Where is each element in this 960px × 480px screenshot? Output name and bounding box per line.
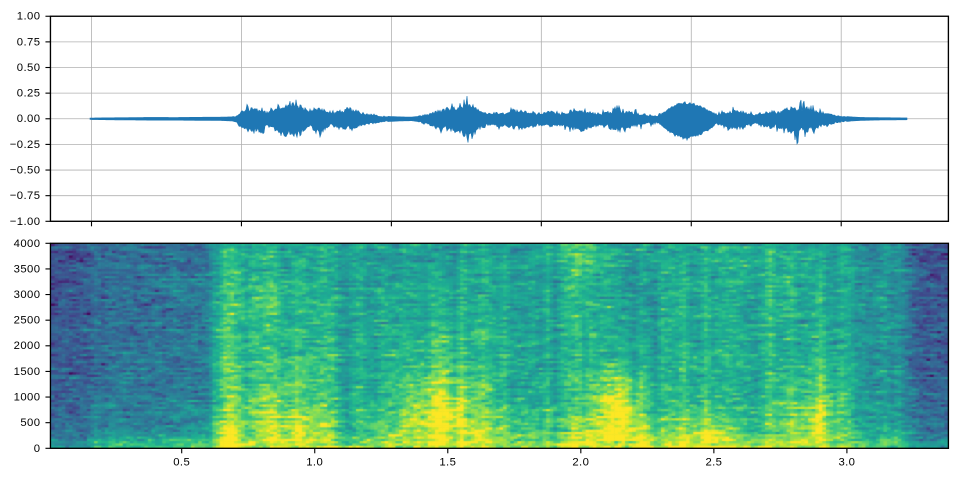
svg-text:1.5: 1.5 (439, 457, 456, 469)
svg-text:0.75: 0.75 (17, 36, 41, 48)
svg-text:2.0: 2.0 (572, 457, 589, 469)
svg-text:−0.75: −0.75 (10, 190, 41, 202)
svg-text:2.5: 2.5 (705, 457, 722, 469)
svg-text:0: 0 (34, 443, 41, 455)
svg-text:2000: 2000 (14, 340, 41, 352)
svg-text:0.50: 0.50 (17, 62, 41, 74)
svg-text:−0.25: −0.25 (10, 139, 41, 151)
svg-text:1.00: 1.00 (17, 11, 41, 23)
svg-text:1500: 1500 (14, 366, 41, 378)
svg-text:−1.00: −1.00 (10, 216, 41, 228)
svg-text:0.25: 0.25 (17, 88, 41, 100)
svg-text:0.5: 0.5 (173, 457, 190, 469)
svg-text:1.0: 1.0 (306, 457, 323, 469)
svg-text:3500: 3500 (14, 263, 41, 275)
svg-text:−0.50: −0.50 (10, 165, 41, 177)
svg-text:500: 500 (20, 417, 40, 429)
svg-text:3.0: 3.0 (838, 457, 855, 469)
svg-text:4000: 4000 (14, 238, 41, 250)
svg-text:0.00: 0.00 (17, 113, 41, 125)
svg-text:1000: 1000 (14, 392, 41, 404)
svg-text:2500: 2500 (14, 315, 41, 327)
svg-text:3000: 3000 (14, 289, 41, 301)
